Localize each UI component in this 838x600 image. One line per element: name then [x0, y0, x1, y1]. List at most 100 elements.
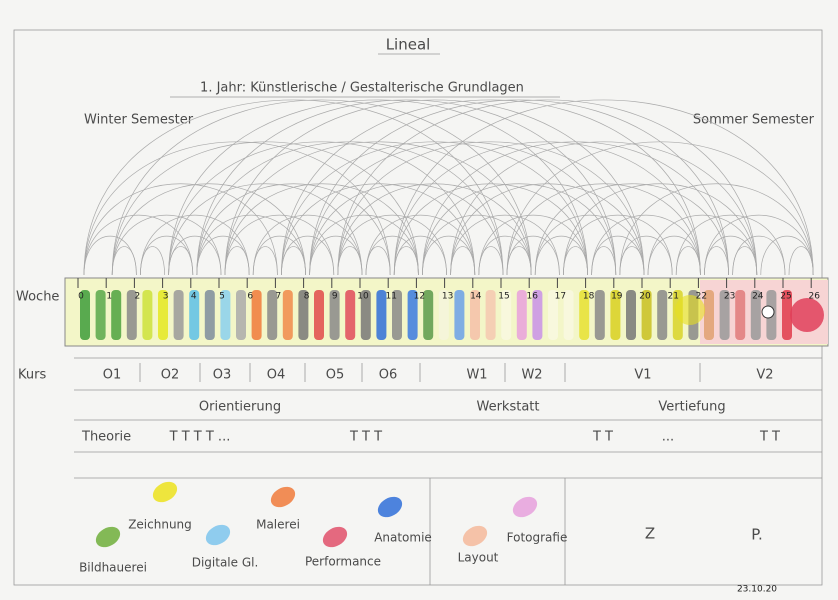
theory-mark: T T — [759, 430, 780, 445]
ruler-color — [189, 290, 200, 340]
week-number: 15 — [498, 292, 509, 302]
week-number: 10 — [357, 292, 369, 302]
week-number: 1 — [106, 292, 112, 302]
theory-mark: T T T T ... — [169, 430, 231, 445]
ruler-color — [641, 290, 652, 340]
arc — [111, 183, 306, 276]
arc — [393, 235, 447, 276]
ruler-color — [111, 290, 122, 340]
legend-label: Performance — [305, 555, 381, 569]
arc — [450, 183, 645, 276]
ruler-color — [298, 290, 309, 340]
hole — [761, 305, 775, 319]
week-number: 11 — [385, 292, 396, 302]
arc — [337, 215, 447, 276]
week-number: 23 — [724, 292, 735, 302]
arc — [252, 215, 363, 276]
ruler-color — [485, 290, 496, 340]
ruler-color — [610, 290, 621, 340]
winter-label: Winter Semester — [84, 113, 194, 128]
arc — [647, 235, 701, 276]
arc — [422, 235, 476, 276]
legend-swatch — [462, 525, 488, 547]
ruler-color — [267, 290, 278, 340]
arc — [281, 141, 588, 276]
arc — [647, 215, 758, 276]
legend-swatch — [270, 486, 296, 508]
arc — [393, 141, 701, 276]
week-number: 24 — [752, 292, 764, 302]
ruler-color — [360, 290, 371, 340]
ruler-color — [516, 290, 527, 340]
summer-label: Sommer Semester — [693, 113, 815, 128]
course: V1 — [634, 368, 651, 383]
ruler-color — [735, 290, 746, 340]
week-number: 21 — [667, 292, 678, 302]
arc — [732, 235, 786, 276]
ruler-color — [704, 290, 714, 340]
ruler-color — [80, 290, 90, 340]
arc — [422, 215, 532, 276]
ruler-color — [579, 290, 590, 340]
ruler-color — [204, 290, 215, 340]
arc — [365, 215, 476, 276]
arc — [196, 99, 617, 276]
arc — [309, 235, 363, 276]
week-number: 18 — [583, 292, 595, 302]
theory-mark: T T — [592, 430, 613, 445]
ruler-color — [376, 290, 387, 340]
legend-label: Fotografie — [507, 531, 568, 545]
legend-swatch — [205, 524, 231, 546]
ruler-color — [438, 290, 449, 340]
ruler-color — [392, 290, 402, 340]
phase: Vertiefung — [658, 400, 725, 415]
ruler-color — [236, 290, 246, 340]
legend-swatch — [152, 481, 178, 503]
ruler-color — [314, 290, 324, 340]
phase: Orientierung — [199, 400, 281, 415]
course: W2 — [521, 368, 542, 383]
ruler-color — [329, 290, 340, 340]
ruler-color — [282, 290, 293, 340]
date: 23.10.20 — [737, 585, 777, 595]
arc — [591, 215, 701, 276]
arc — [675, 215, 786, 276]
ruler-color — [95, 290, 106, 340]
week-number: 7 — [276, 292, 282, 302]
ruler-color — [220, 290, 231, 340]
week-number: 22 — [696, 292, 707, 302]
legend-label: Anatomie — [374, 531, 432, 545]
week-number: 14 — [470, 292, 482, 302]
course: W1 — [466, 368, 487, 383]
ruler-color — [251, 290, 262, 340]
legend-label: Zeichnung — [128, 518, 192, 532]
course: O6 — [379, 368, 398, 383]
woche-label: Woche — [16, 290, 59, 305]
arc — [619, 183, 814, 276]
arc — [196, 235, 250, 276]
arc — [111, 99, 532, 276]
arc — [450, 215, 560, 276]
week-number: 13 — [442, 292, 453, 302]
arc — [111, 215, 222, 276]
extra-label: Z — [645, 525, 655, 543]
ruler-color — [501, 290, 512, 340]
arc — [704, 235, 758, 276]
arc — [309, 99, 729, 276]
week-number: 2 — [135, 292, 141, 302]
ruler-color — [594, 290, 605, 340]
course: O1 — [103, 368, 122, 383]
arc — [281, 99, 701, 276]
arc — [83, 99, 504, 276]
arc — [281, 235, 335, 276]
week-number: 12 — [414, 292, 425, 302]
arc — [168, 141, 476, 276]
course: V2 — [756, 368, 773, 383]
arc — [140, 215, 250, 276]
ruler-color — [158, 290, 168, 340]
ruler-color — [454, 290, 465, 340]
week-number: 26 — [808, 292, 820, 302]
ruler-color — [173, 290, 184, 340]
ruler-color — [626, 290, 636, 340]
arc — [619, 235, 673, 276]
